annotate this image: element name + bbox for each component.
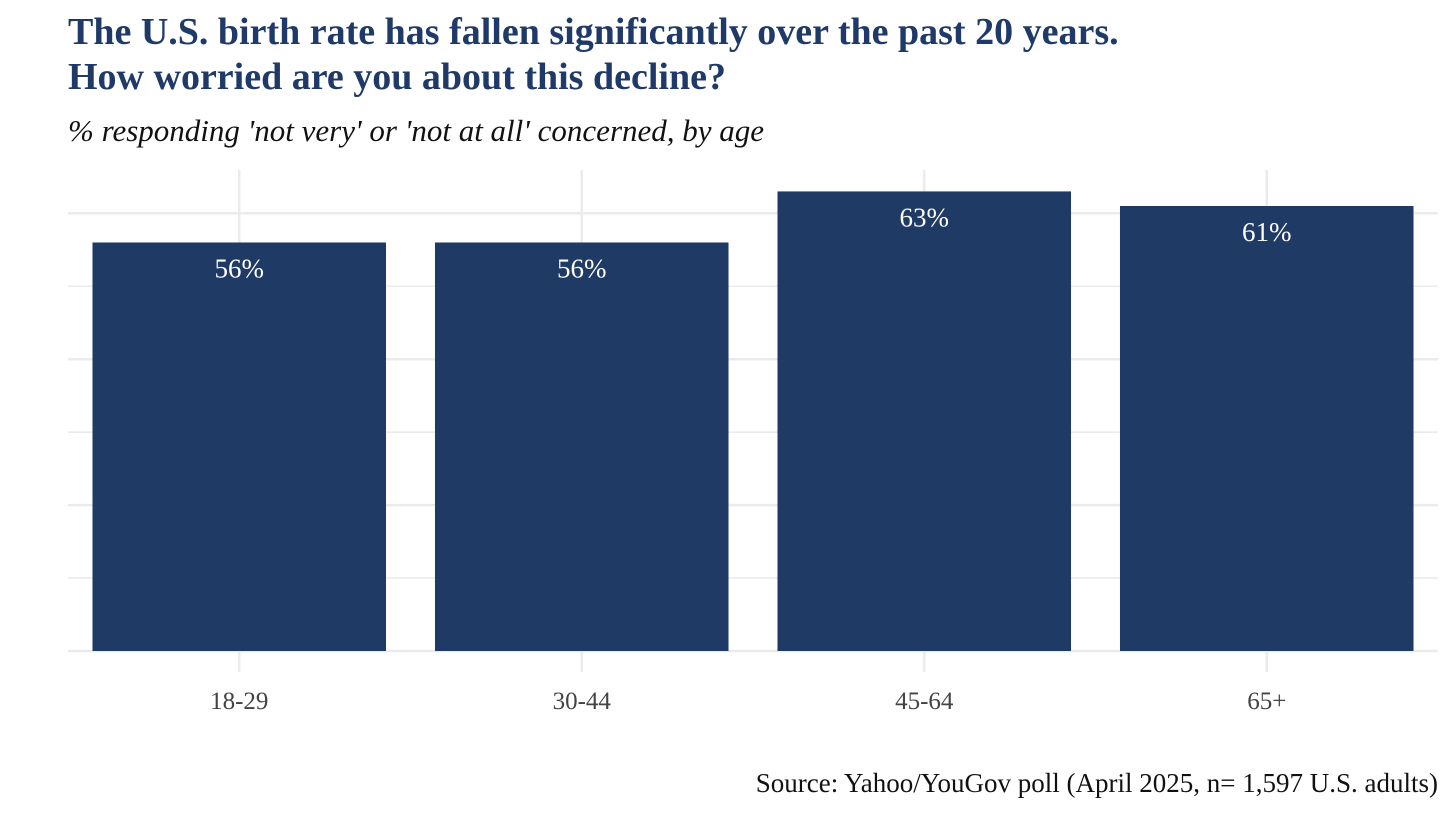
bar-30-44: [434, 242, 729, 652]
data-label-18-29: 56%: [215, 253, 265, 283]
x-tick-label-18-29: 18-29: [210, 688, 268, 715]
x-tick-label-30-44: 30-44: [553, 688, 612, 715]
data-label-65+: 61%: [1242, 217, 1292, 247]
chart-title-line-2: How worried are you about this decline?: [68, 56, 726, 98]
bar-chart: 56% 56% 63% 61% 18-29 30-44 45-64 65+: [68, 170, 1438, 715]
x-tick-label-65+: 65+: [1247, 688, 1286, 715]
data-labels: 56% 56% 63% 61%: [215, 202, 1292, 283]
chart-subtitle: % responding 'not very' or 'not at all' …: [68, 113, 765, 148]
x-tick-label-45-64: 45-64: [895, 688, 954, 715]
data-label-45-64: 63%: [900, 202, 950, 232]
data-label-30-44: 56%: [557, 253, 607, 283]
bar-65+: [1119, 206, 1414, 651]
bars: [92, 191, 1414, 652]
source-note: Source: Yahoo/YouGov poll (April 2025, n…: [755, 768, 1438, 798]
chart-title: The U.S. birth rate has fallen significa…: [68, 10, 1428, 100]
bar-45-64: [777, 191, 1072, 652]
chart-title-line-1: The U.S. birth rate has fallen significa…: [68, 11, 1119, 53]
x-axis-tick-labels: 18-29 30-44 45-64 65+: [210, 688, 1286, 715]
bar-18-29: [92, 242, 387, 652]
